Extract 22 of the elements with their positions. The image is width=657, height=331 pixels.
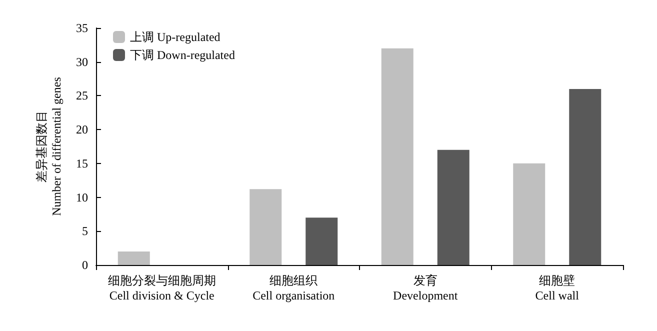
x-tick-label: 细胞组织 Cell organisation	[252, 274, 335, 302]
bar	[118, 251, 150, 265]
bar	[569, 88, 602, 265]
x-tick-label: 发育 Development	[393, 274, 458, 302]
y-tick-label: 0	[82, 258, 88, 272]
y-tick-label: 20	[76, 122, 88, 137]
y-tick-label: 25	[76, 88, 88, 103]
y-tick-label: 35	[76, 21, 88, 35]
x-tick-label: 细胞分裂与细胞周期 Cell division & Cycle	[108, 274, 216, 302]
bar	[381, 48, 414, 265]
y-tick-label: 30	[76, 54, 88, 69]
bar	[437, 150, 470, 265]
bar	[306, 218, 338, 265]
y-tick-label: 15	[76, 156, 88, 170]
y-tick-label: 5	[82, 224, 88, 238]
legend-label: 上调 Up-regulated	[130, 30, 220, 44]
legend-label: 下调 Down-regulated	[130, 48, 235, 62]
y-axis-title: 差异基因数目 Number of differential genes	[34, 76, 64, 216]
x-tick-label: 细胞壁 Cell wall	[535, 274, 580, 302]
bar	[250, 189, 282, 265]
bar	[513, 163, 546, 265]
y-tick-label: 10	[76, 190, 88, 204]
